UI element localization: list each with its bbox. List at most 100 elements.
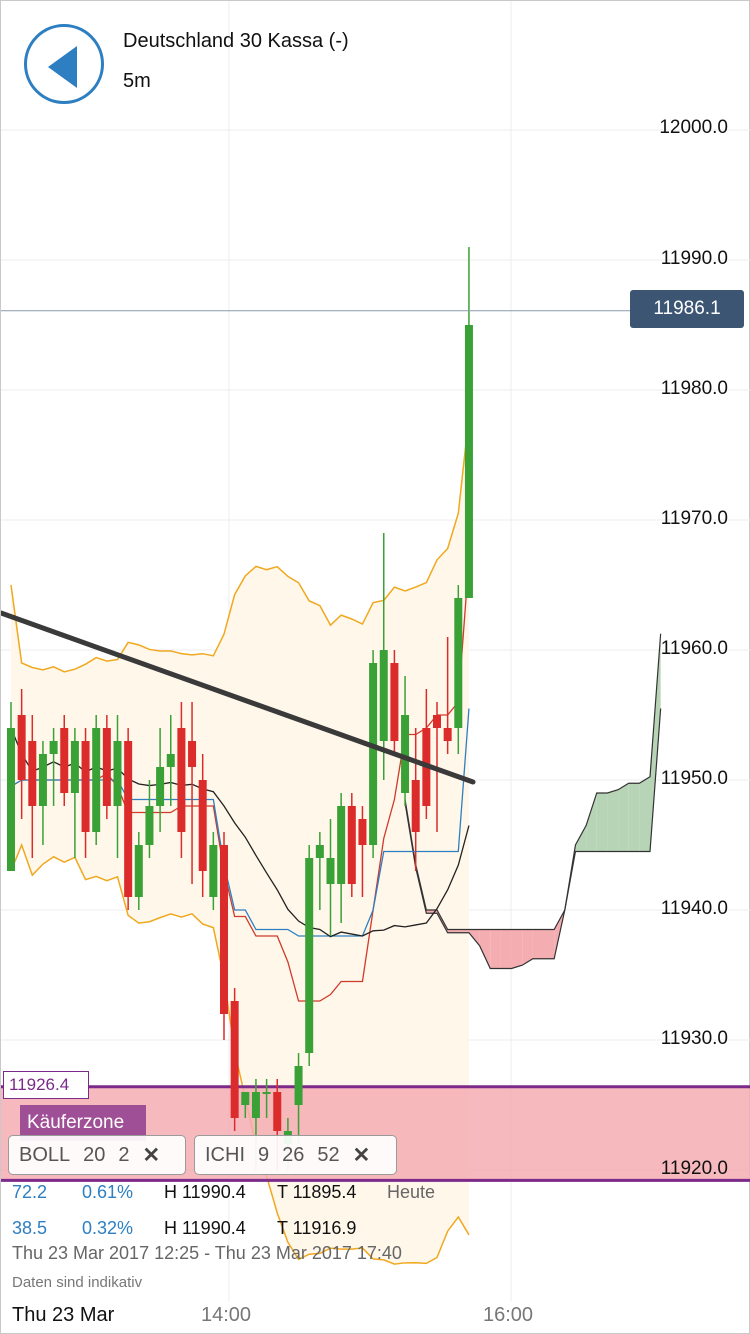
level-line-label[interactable]: 11926.4	[3, 1071, 89, 1099]
cloud-segment	[596, 793, 608, 852]
stats-row-range: 38.5 0.32% H 11990.4 T 11916.9	[12, 1218, 750, 1240]
candle-body	[177, 728, 186, 832]
cloud-segment	[447, 929, 459, 933]
cloud-segment	[575, 825, 587, 852]
change-percent: 0.61%	[82, 1182, 134, 1202]
candle-body	[17, 715, 26, 780]
current-price-badge: 11986.1	[630, 290, 744, 328]
candle-body	[92, 728, 101, 832]
cloud-segment	[479, 929, 491, 969]
candle-body	[134, 845, 143, 897]
candle-body	[369, 663, 378, 845]
bollinger-upper-line	[10, 416, 470, 673]
candle-body	[156, 767, 165, 806]
y-tick-label: 11960.0	[660, 638, 728, 659]
candle-body	[433, 715, 441, 728]
candle-body	[251, 1092, 260, 1118]
candle-body	[230, 1001, 239, 1118]
candle-body	[273, 1092, 282, 1131]
cloud-segment	[618, 783, 629, 852]
candle-body	[145, 806, 154, 845]
candle-body	[7, 728, 15, 871]
candle-body	[124, 741, 133, 897]
indicator-name: BOLL	[19, 1143, 71, 1166]
cloud-segment	[500, 929, 512, 969]
cloud-segment	[639, 776, 650, 852]
candle-body	[166, 754, 175, 767]
trend-line	[1, 610, 476, 785]
senkou-b-line	[404, 708, 662, 931]
cloud-segment	[522, 929, 533, 966]
cloud-segment	[458, 929, 469, 933]
low-value: T 11916.9	[277, 1218, 357, 1238]
candle-body	[241, 1092, 250, 1105]
candle-body	[464, 325, 473, 598]
candle-body	[358, 819, 367, 845]
cloud-segment	[650, 633, 661, 852]
y-tick-label: 12000.0	[659, 117, 728, 138]
senkou-a-line	[404, 633, 662, 970]
candle-body	[113, 741, 122, 806]
candles	[7, 247, 473, 1170]
candle-body	[81, 741, 90, 832]
instrument-title: Deutschland 30 Kassa (-)	[123, 30, 349, 52]
indicator-chip-boll[interactable]: BOLL 20 2 ✕	[8, 1135, 186, 1175]
period-label: Heute	[387, 1182, 436, 1202]
candle-body	[209, 845, 218, 897]
back-button[interactable]	[24, 24, 104, 104]
candle-body	[411, 780, 420, 832]
bollinger-band	[10, 416, 470, 1265]
indicator-name: ICHI	[205, 1143, 245, 1166]
candle-body	[49, 741, 58, 754]
cloud-segment	[543, 929, 555, 959]
candle-body	[379, 650, 388, 741]
candle-body	[305, 858, 314, 1053]
candle-body	[454, 598, 463, 728]
close-icon[interactable]: ✕	[142, 1143, 161, 1167]
candle-body	[60, 728, 69, 793]
candle-body	[294, 1066, 303, 1105]
indicator-chip-ichi[interactable]: ICHI 9 26 52 ✕	[194, 1135, 397, 1175]
date-range: Thu 23 Mar 2017 12:25 - Thu 23 Mar 2017 …	[12, 1243, 402, 1263]
candle-body	[28, 741, 37, 806]
disclaimer: Daten sind indikativ	[12, 1274, 143, 1291]
candle-body	[262, 1092, 271, 1094]
bollinger-lower-line	[10, 842, 470, 1265]
candle-body	[188, 741, 197, 767]
candle-body	[38, 754, 47, 806]
stats-row-today: 72.2 0.61% H 11990.4 T 11895.4 Heute	[12, 1182, 750, 1204]
bollinger-fill	[11, 416, 469, 1265]
cloud-segment	[628, 783, 640, 852]
overlays	[1, 310, 631, 785]
candle-body	[70, 741, 79, 793]
indicator-param: 52	[317, 1143, 340, 1166]
indicator-param: 26	[282, 1143, 305, 1166]
low-value: T 11895.4	[277, 1182, 357, 1202]
timeframe-label: 5m	[123, 70, 151, 92]
x-tick-label: 14:00	[201, 1304, 252, 1326]
candle-body	[326, 858, 335, 884]
candle-body	[443, 728, 452, 741]
y-tick-label: 11990.0	[660, 248, 728, 269]
ichimoku-cloud	[404, 633, 662, 970]
cloud-segment	[490, 929, 501, 969]
candle-body	[220, 845, 228, 1014]
y-tick-label: 11980.0	[660, 378, 728, 399]
candle-body	[401, 715, 410, 793]
high-value: H 11990.4	[164, 1182, 246, 1202]
candle-body	[102, 728, 111, 806]
candle-body	[337, 806, 346, 884]
candle-body	[198, 780, 207, 871]
candle-body	[390, 663, 399, 741]
cloud-segment	[586, 793, 597, 852]
change-points: 72.2	[12, 1182, 48, 1202]
change-percent: 0.32%	[82, 1218, 134, 1238]
cloud-segment	[511, 929, 523, 969]
indicator-param: 2	[118, 1143, 130, 1166]
indicator-param: 9	[258, 1143, 270, 1166]
x-tick-label: 16:00	[483, 1304, 534, 1326]
candle-body	[315, 845, 324, 858]
close-icon[interactable]: ✕	[352, 1143, 371, 1167]
indicator-param: 20	[83, 1143, 106, 1166]
high-value: H 11990.4	[164, 1218, 246, 1238]
